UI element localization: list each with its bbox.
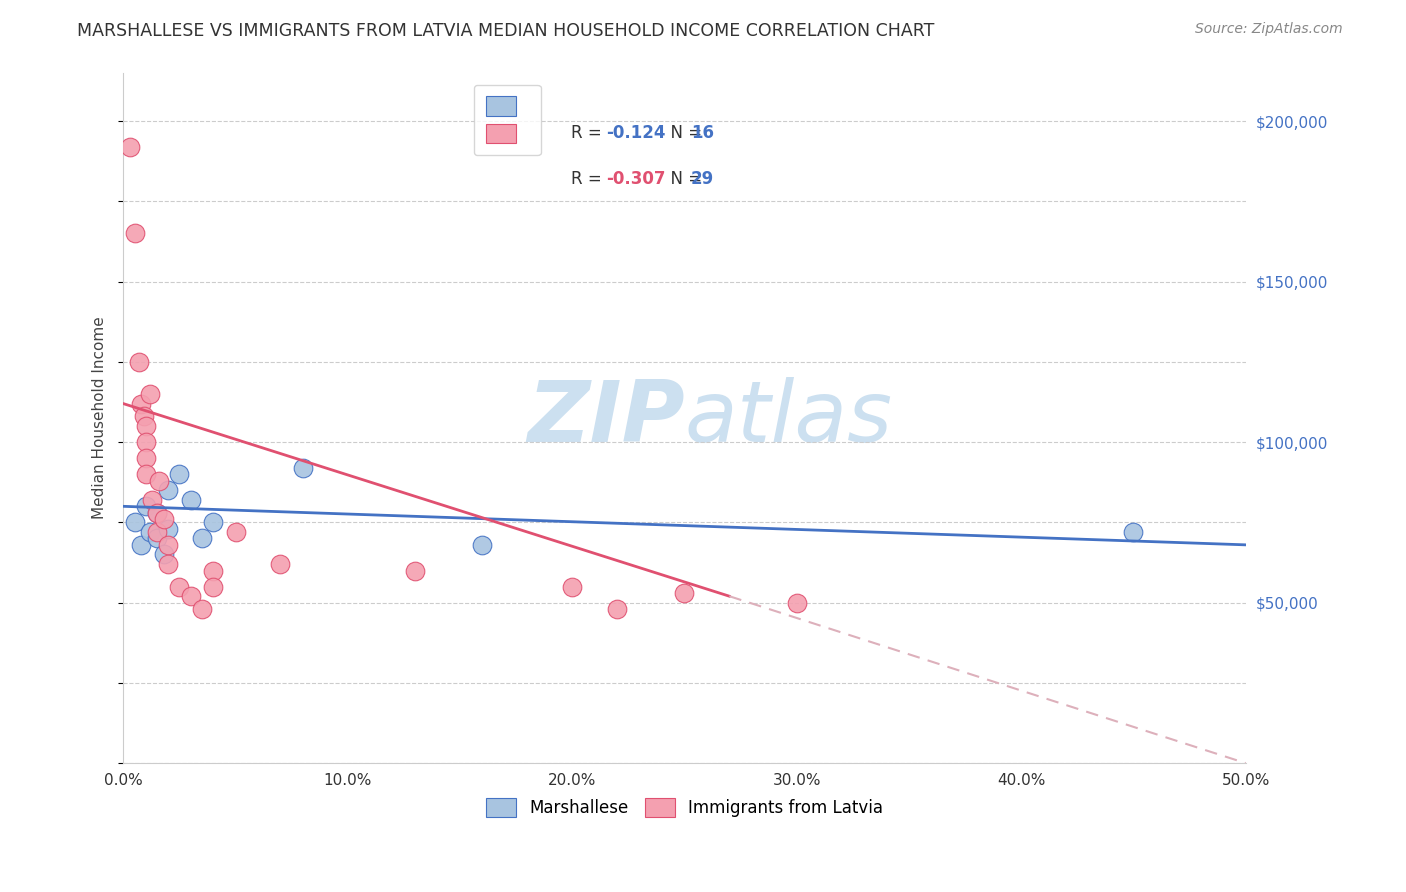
Point	[152, 512, 174, 526]
Point	[606, 602, 628, 616]
Point	[135, 451, 157, 466]
Point	[146, 532, 169, 546]
Point	[124, 516, 146, 530]
Text: 16: 16	[690, 124, 714, 142]
Point	[129, 396, 152, 410]
Point	[561, 580, 583, 594]
Y-axis label: Median Household Income: Median Household Income	[93, 317, 107, 519]
Point	[128, 355, 150, 369]
Point	[132, 409, 155, 424]
Point	[202, 516, 225, 530]
Text: R =: R =	[571, 124, 607, 142]
Point	[471, 538, 494, 552]
Point	[146, 506, 169, 520]
Text: 29: 29	[690, 170, 714, 188]
Point	[148, 474, 170, 488]
Point	[157, 522, 180, 536]
Point	[404, 564, 426, 578]
Point	[157, 557, 180, 571]
Point	[291, 460, 314, 475]
Text: R =: R =	[571, 170, 607, 188]
Point	[169, 467, 191, 482]
Point	[135, 435, 157, 450]
Text: -0.124: -0.124	[606, 124, 666, 142]
Text: ZIP: ZIP	[527, 376, 685, 459]
Point	[157, 483, 180, 498]
Point	[191, 532, 214, 546]
Point	[269, 557, 291, 571]
Point	[129, 538, 152, 552]
Text: MARSHALLESE VS IMMIGRANTS FROM LATVIA MEDIAN HOUSEHOLD INCOME CORRELATION CHART: MARSHALLESE VS IMMIGRANTS FROM LATVIA ME…	[77, 22, 935, 40]
Point	[169, 580, 191, 594]
Point	[673, 586, 696, 600]
Legend: Marshallese, Immigrants from Latvia: Marshallese, Immigrants from Latvia	[479, 791, 890, 824]
Text: atlas: atlas	[685, 376, 893, 459]
Point	[139, 387, 162, 401]
Point	[152, 548, 174, 562]
Point	[180, 589, 202, 603]
Point	[118, 140, 141, 154]
Point	[139, 524, 162, 539]
Point	[141, 492, 163, 507]
Text: Source: ZipAtlas.com: Source: ZipAtlas.com	[1195, 22, 1343, 37]
Point	[202, 564, 225, 578]
Text: N =: N =	[659, 124, 707, 142]
Point	[225, 524, 247, 539]
Text: N =: N =	[659, 170, 707, 188]
Point	[202, 580, 225, 594]
Point	[191, 602, 214, 616]
Point	[124, 227, 146, 241]
Point	[1122, 524, 1144, 539]
Point	[786, 596, 808, 610]
Point	[135, 500, 157, 514]
Point	[135, 467, 157, 482]
Text: -0.307: -0.307	[606, 170, 666, 188]
Point	[146, 506, 169, 520]
Point	[180, 492, 202, 507]
Point	[157, 538, 180, 552]
Point	[146, 524, 169, 539]
Point	[135, 419, 157, 434]
